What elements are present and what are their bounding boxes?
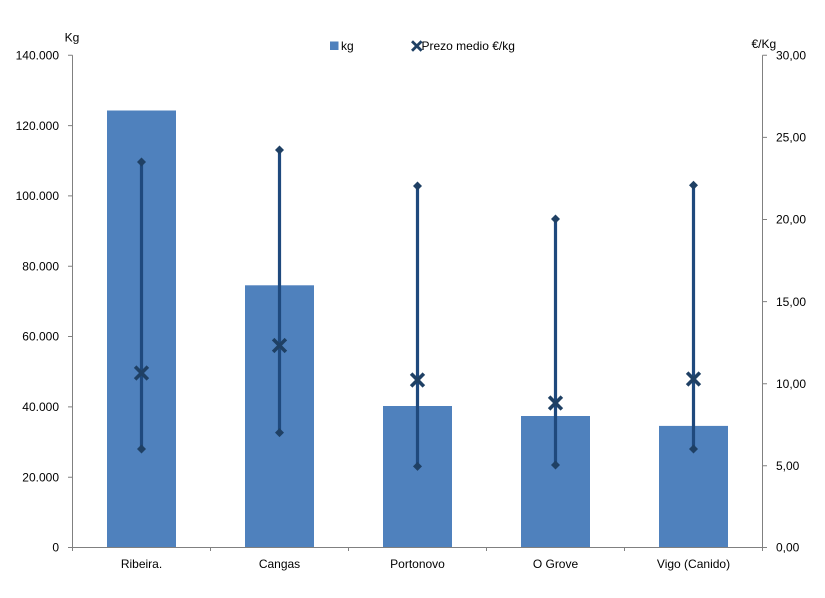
svg-text:15,00: 15,00 (776, 295, 806, 309)
svg-text:10,00: 10,00 (776, 377, 806, 391)
svg-text:120.000: 120.000 (16, 119, 60, 133)
svg-text:25,00: 25,00 (776, 131, 806, 145)
svg-text:0,00: 0,00 (776, 541, 800, 555)
svg-text:80.000: 80.000 (22, 259, 59, 273)
svg-text:40.000: 40.000 (22, 400, 59, 414)
svg-text:€/Kg: €/Kg (751, 37, 776, 51)
svg-text:60.000: 60.000 (22, 330, 59, 344)
svg-text:140.000: 140.000 (16, 49, 60, 63)
svg-text:Portonovo: Portonovo (390, 557, 445, 571)
svg-text:5,00: 5,00 (776, 459, 800, 473)
svg-text:20.000: 20.000 (22, 470, 59, 484)
svg-text:Cangas: Cangas (259, 557, 300, 571)
svg-text:O Grove: O Grove (533, 557, 579, 571)
svg-text:Prezo medio €/kg: Prezo medio €/kg (422, 39, 515, 53)
svg-text:Vigo (Canido): Vigo (Canido) (657, 557, 730, 571)
svg-text:kg: kg (341, 39, 354, 53)
svg-text:Kg: Kg (65, 30, 80, 44)
svg-text:20,00: 20,00 (776, 213, 806, 227)
svg-text:0: 0 (52, 541, 59, 555)
svg-text:Ribeira.: Ribeira. (121, 557, 162, 571)
svg-text:100.000: 100.000 (16, 189, 60, 203)
svg-text:30,00: 30,00 (776, 49, 806, 63)
